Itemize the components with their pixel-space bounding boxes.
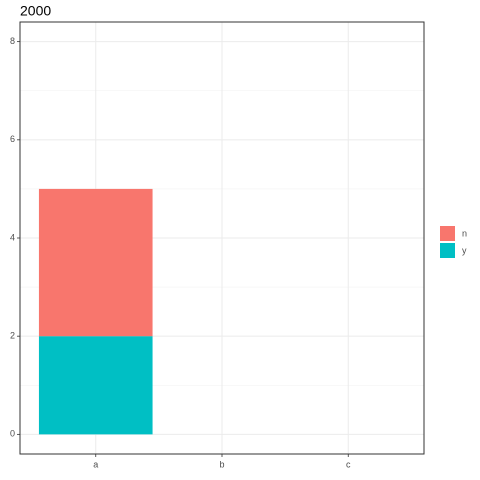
legend-label: n — [462, 228, 467, 238]
x-tick-label: b — [219, 459, 224, 469]
panel-border — [19, 21, 425, 455]
y-tick-label: 2 — [10, 331, 15, 341]
y-tick-label: 6 — [10, 134, 15, 144]
legend-key — [440, 226, 455, 241]
bar — [38, 336, 153, 435]
legend-label: y — [462, 245, 467, 255]
chart-title: 2000 — [20, 3, 51, 19]
x-tick-label: a — [93, 459, 98, 469]
y-tick-label: 4 — [10, 232, 15, 242]
y-tick-label: 0 — [10, 429, 15, 439]
y-tick-label: 8 — [10, 36, 15, 46]
x-tick-label: c — [346, 459, 351, 469]
legend-key — [440, 243, 455, 258]
bar — [38, 188, 153, 337]
